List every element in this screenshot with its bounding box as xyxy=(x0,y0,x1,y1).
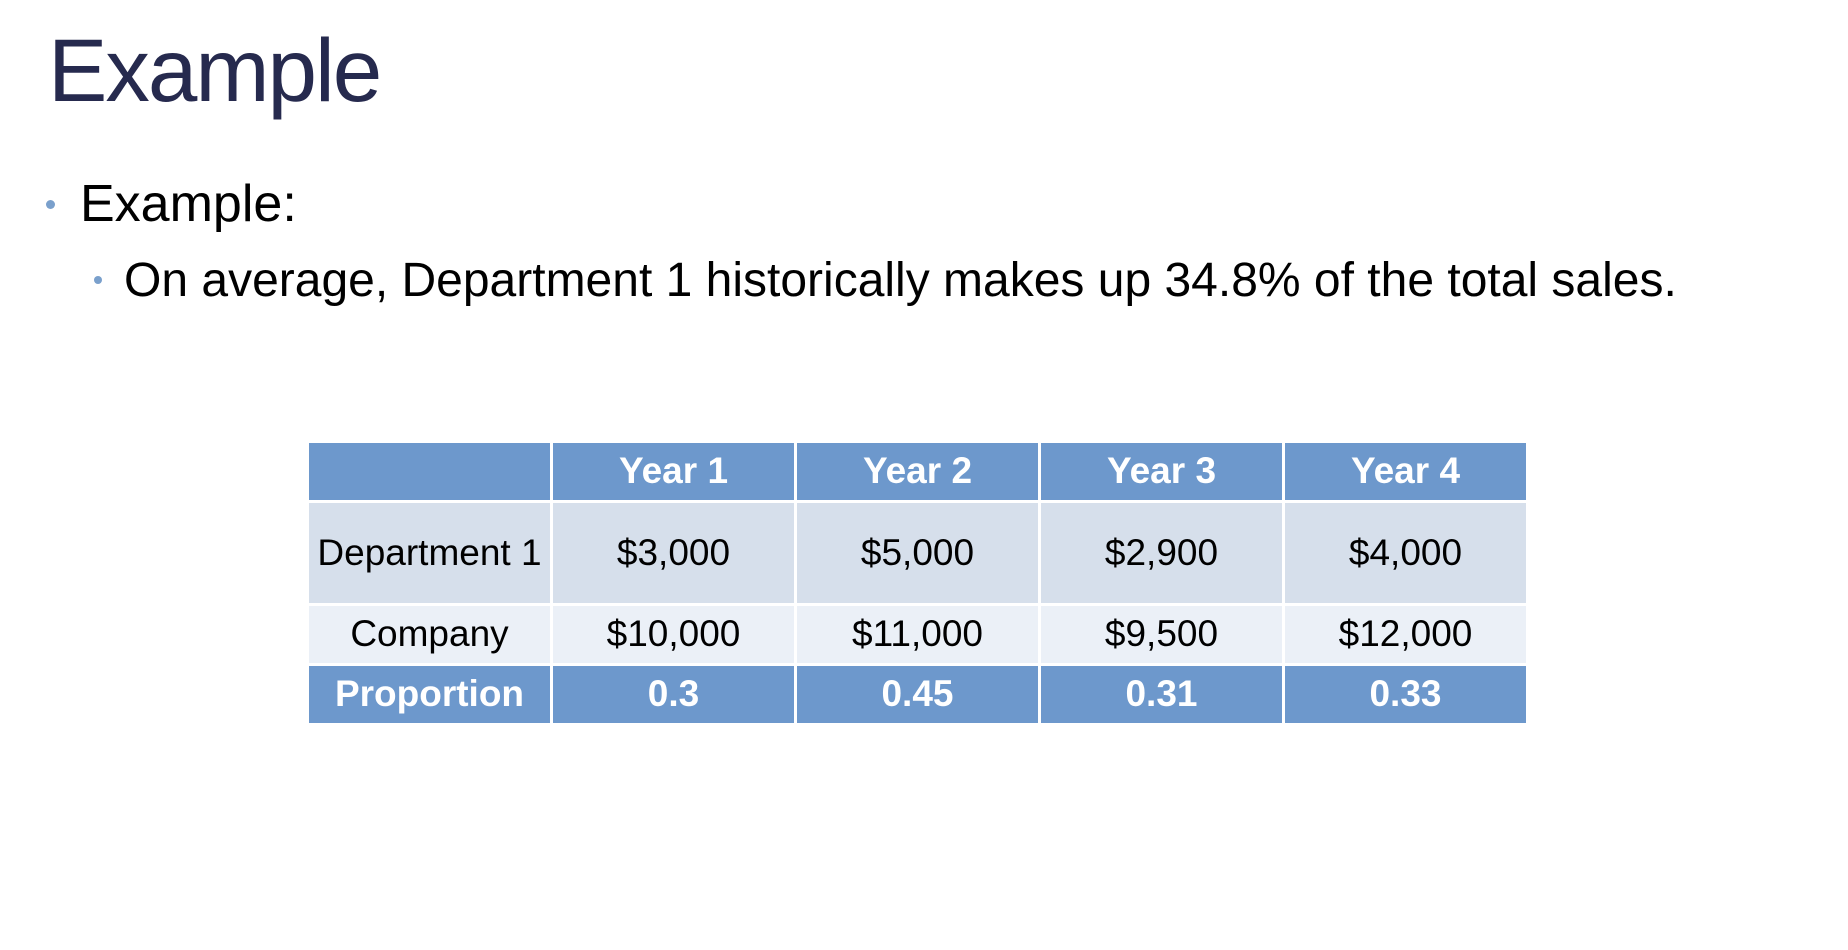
table-cell: $5,000 xyxy=(794,500,1041,606)
bullet-dot-icon xyxy=(46,199,55,209)
bullet-dot-icon xyxy=(94,276,102,284)
table-cell: $9,500 xyxy=(1038,603,1285,666)
sub-bullet-text: On average, Department 1 historically ma… xyxy=(124,253,1677,307)
table-cell: $4,000 xyxy=(1282,500,1529,606)
table-cell: 0.33 xyxy=(1282,663,1529,726)
bullet-item: Example: xyxy=(46,172,297,236)
bullet-text: Example: xyxy=(80,175,297,233)
table-cell: $12,000 xyxy=(1282,603,1529,666)
table-cell: 0.3 xyxy=(550,663,797,726)
table-cell: $2,900 xyxy=(1038,500,1285,606)
row-label: Proportion xyxy=(306,663,553,726)
header-cell-year-3: Year 3 xyxy=(1038,440,1285,503)
slide-title: Example xyxy=(48,20,382,120)
table-header-row: Year 1 Year 2 Year 3 Year 4 xyxy=(306,440,1529,503)
table-row-department-1: Department 1 $3,000 $5,000 $2,900 $4,000 xyxy=(306,500,1529,606)
sales-table: Year 1 Year 2 Year 3 Year 4 Department 1… xyxy=(306,440,1529,726)
header-cell-year-4: Year 4 xyxy=(1282,440,1529,503)
table-cell: 0.31 xyxy=(1038,663,1285,726)
table-row-proportion: Proportion 0.3 0.45 0.31 0.33 xyxy=(306,663,1529,726)
table-cell: $10,000 xyxy=(550,603,797,666)
table-cell: 0.45 xyxy=(794,663,1041,726)
table-row-company: Company $10,000 $11,000 $9,500 $12,000 xyxy=(306,603,1529,666)
header-cell-empty xyxy=(306,440,553,503)
row-label: Department 1 xyxy=(306,500,553,606)
header-cell-year-2: Year 2 xyxy=(794,440,1041,503)
row-label: Company xyxy=(306,603,553,666)
table-cell: $11,000 xyxy=(794,603,1041,666)
sub-bullet-item: On average, Department 1 historically ma… xyxy=(94,248,1677,312)
header-cell-year-1: Year 1 xyxy=(550,440,797,503)
table-cell: $3,000 xyxy=(550,500,797,606)
